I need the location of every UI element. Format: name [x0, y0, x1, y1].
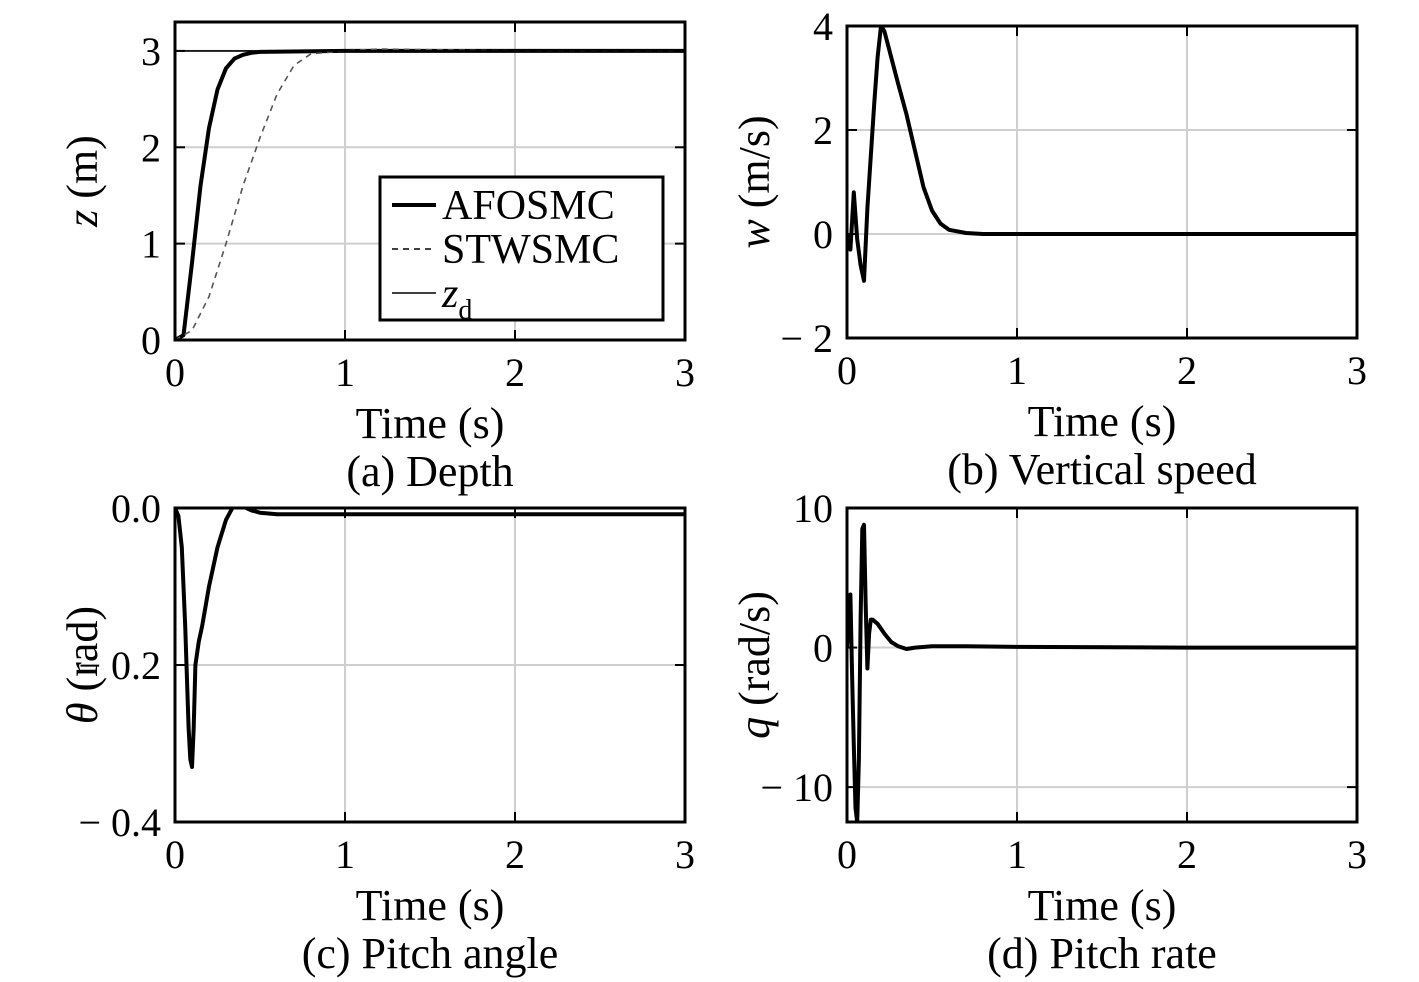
x-tick-label: 3 [1347, 348, 1367, 393]
y-tick-label: 2 [813, 108, 833, 153]
y-tick-label: 3 [141, 29, 161, 74]
x-tick-label: 0 [837, 348, 857, 393]
y-axis-unit: (rad) [58, 606, 107, 703]
y-axis-title: q (rad/s) [730, 591, 779, 739]
legend-label: STWSMC [442, 227, 619, 273]
y-axis-title: z (m) [58, 135, 107, 228]
series-line-theta [175, 508, 685, 769]
x-axis-title: Time (s) [1028, 397, 1177, 446]
x-tick-label: 2 [1177, 348, 1197, 393]
x-axis-title: Time (s) [356, 399, 505, 448]
y-axis-unit: (m/s) [730, 115, 779, 219]
panel-c: 0 1 2 3 − 0.4 − 0.2 0.0 Time (s)(c) Pitch angle… [58, 486, 695, 978]
plot-frame [173, 20, 687, 342]
y-tick-label: − 0.2 [78, 643, 161, 688]
panel-a: 0 1 2 3 0 1 2 3 Time (s)(a) Depth z (m) AFOSMCSTWS… [58, 20, 695, 496]
x-tick-label: 0 [165, 832, 185, 877]
x-tick-label: 0 [165, 350, 185, 395]
y-tick-label: 2 [141, 125, 161, 170]
x-axis-title: Time (s) [1028, 881, 1177, 930]
x-tick-label: 1 [335, 350, 355, 395]
y-axis-title: w (m/s) [730, 115, 779, 248]
panel-caption: (a) Depth [346, 447, 513, 496]
y-tick-label: 4 [813, 4, 833, 49]
legend-label: zd [441, 271, 472, 326]
plot-frame [845, 24, 1359, 340]
x-tick-label: 3 [1347, 832, 1367, 877]
x-tick-label: 1 [1007, 348, 1027, 393]
plot-frame [845, 506, 1359, 824]
legend-label-sub: d [458, 295, 472, 326]
y-axis-variable: q [730, 717, 779, 739]
series-line-w [847, 26, 1357, 283]
x-tick-label: 2 [505, 350, 525, 395]
y-axis-title: θ (rad) [58, 606, 107, 724]
x-tick-label: 3 [675, 350, 695, 395]
y-tick-label: 0 [141, 318, 161, 363]
x-axis-title: Time (s) [356, 881, 505, 930]
x-tick-label: 1 [1007, 832, 1027, 877]
series-line-stwsmc [175, 48, 685, 340]
y-tick-label: 0 [813, 212, 833, 257]
x-tick-label: 1 [335, 832, 355, 877]
y-tick-label: 0.0 [111, 486, 161, 531]
series-line-q [847, 522, 1357, 822]
y-axis-variable: θ [58, 702, 107, 724]
y-tick-label: − 10 [760, 765, 833, 810]
y-axis-unit: (rad/s) [730, 591, 779, 717]
y-tick-label: − 0.4 [78, 800, 161, 845]
x-tick-label: 3 [675, 832, 695, 877]
legend-label-main: z [441, 271, 458, 317]
y-axis-unit: (m) [58, 135, 107, 210]
y-axis-variable: z [58, 210, 107, 228]
panel-caption: (b) Vertical speed [947, 445, 1257, 494]
x-tick-label: 0 [837, 832, 857, 877]
x-tick-label: 2 [1177, 832, 1197, 877]
y-tick-label: 1 [141, 222, 161, 267]
x-tick-label: 2 [505, 832, 525, 877]
panel-caption: (c) Pitch angle [302, 929, 559, 978]
y-axis-variable: w [730, 219, 779, 249]
y-tick-label: 0 [813, 626, 833, 671]
legend-label: AFOSMC [442, 183, 615, 229]
y-tick-label: 10 [793, 486, 833, 531]
panel-caption: (d) Pitch rate [987, 929, 1217, 978]
y-tick-label: − 2 [780, 316, 833, 361]
